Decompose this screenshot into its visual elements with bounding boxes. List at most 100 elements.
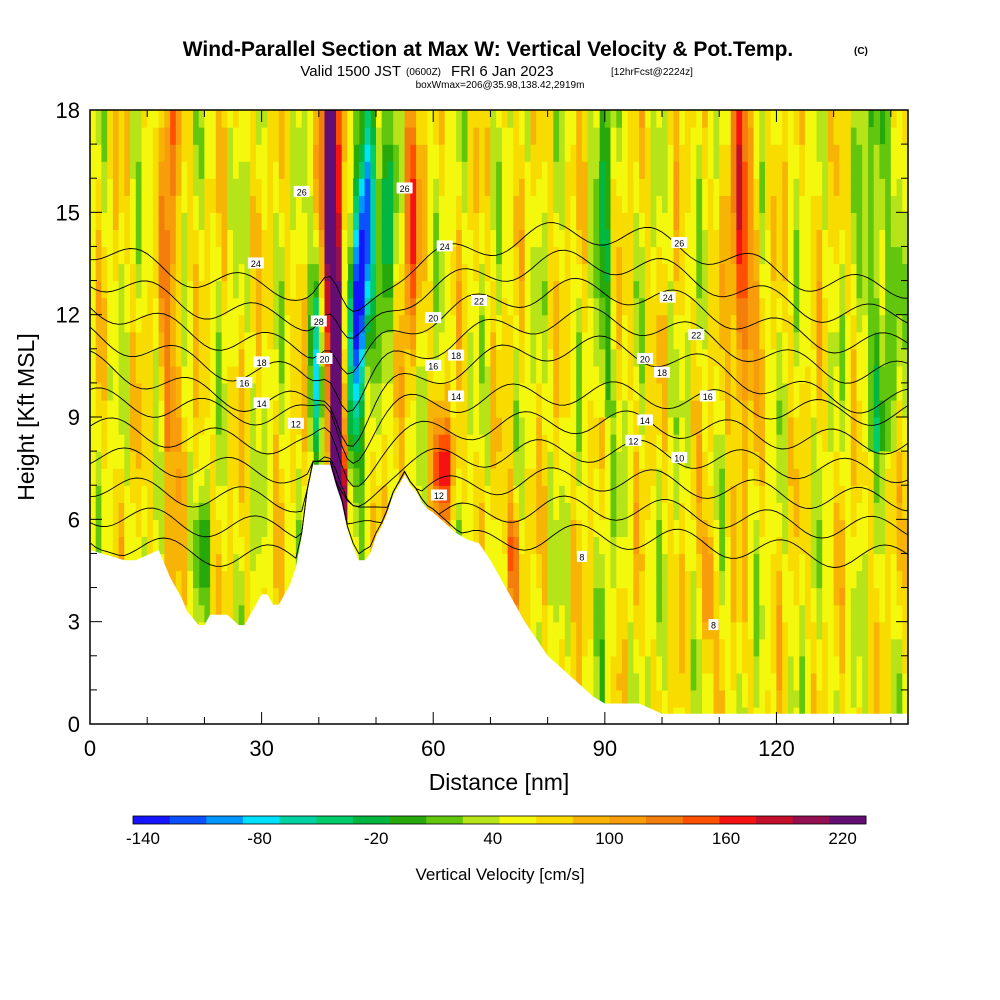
- field-cell: [862, 178, 869, 196]
- field-cell: [456, 212, 463, 230]
- field-cell: [233, 297, 240, 316]
- field-cell: [570, 399, 577, 418]
- field-cell: [570, 587, 577, 606]
- field-cell: [862, 417, 869, 435]
- field-cell: [656, 417, 663, 435]
- field-cell: [267, 110, 274, 128]
- field-cell: [255, 485, 263, 503]
- field-cell: [627, 348, 634, 367]
- field-cell: [530, 536, 537, 555]
- field-cell: [416, 212, 423, 230]
- field-cell: [135, 110, 143, 128]
- field-cell: [204, 485, 211, 503]
- field-cell: [513, 331, 520, 350]
- field-cell: [507, 399, 514, 418]
- field-cell: [570, 229, 577, 248]
- field-cell: [679, 519, 686, 537]
- field-cell: [438, 417, 446, 435]
- field-cell: [593, 604, 600, 623]
- field-cell: [742, 297, 749, 316]
- field-cell: [885, 280, 892, 299]
- field-cell: [324, 365, 331, 384]
- field-cell: [107, 417, 114, 435]
- field-cell: [667, 570, 674, 589]
- field-cell: [147, 246, 154, 265]
- field-cell: [587, 331, 594, 350]
- field-cell: [484, 382, 491, 401]
- field-cell: [850, 365, 858, 384]
- valid-time-utc: (0600Z): [406, 67, 441, 78]
- field-cell: [250, 348, 257, 367]
- field-cell: [255, 399, 263, 418]
- field-cell: [673, 127, 680, 145]
- field-cell: [513, 587, 520, 606]
- field-cell: [255, 229, 263, 248]
- field-cell: [124, 365, 131, 384]
- field-cell: [839, 570, 846, 589]
- field-cell: [644, 417, 652, 435]
- field-cell: [787, 689, 795, 708]
- field-cell: [627, 110, 634, 128]
- field-cell: [570, 127, 577, 145]
- field-cell: [284, 434, 291, 452]
- field-cell: [215, 468, 223, 486]
- field-cell: [564, 655, 572, 674]
- field-cell: [198, 110, 205, 128]
- field-cell: [341, 331, 348, 350]
- field-cell: [730, 553, 737, 572]
- field-cell: [622, 246, 629, 265]
- field-cell: [742, 178, 749, 196]
- field-cell: [856, 536, 863, 555]
- field-cell: [404, 144, 411, 162]
- field-cell: [856, 621, 863, 640]
- field-cell: [513, 144, 520, 162]
- field-cell: [324, 212, 331, 230]
- field-cell: [879, 161, 886, 179]
- field-cell: [707, 195, 715, 213]
- field-cell: [541, 144, 549, 162]
- field-cell: [370, 519, 377, 537]
- field-cell: [267, 263, 274, 282]
- field-cell: [255, 365, 263, 384]
- field-cell: [290, 485, 297, 503]
- field-cell: [559, 502, 566, 520]
- field-cell: [587, 348, 594, 367]
- field-cell: [604, 638, 612, 657]
- field-cell: [484, 127, 491, 145]
- field-cell: [278, 144, 286, 162]
- field-cell: [742, 144, 749, 162]
- field-cell: [662, 348, 669, 367]
- field-cell: [433, 161, 440, 179]
- field-cell: [238, 178, 245, 196]
- field-cell: [221, 382, 228, 401]
- field-cell: [810, 399, 818, 418]
- field-cell: [284, 161, 291, 179]
- field-cell: [193, 434, 200, 452]
- field-cell: [221, 502, 228, 520]
- field-cell: [95, 195, 102, 213]
- field-cell: [461, 434, 469, 452]
- field-cell: [759, 161, 766, 179]
- field-cell: [570, 553, 577, 572]
- field-cell: [479, 110, 486, 128]
- field-cell: [147, 161, 154, 179]
- field-cell: [662, 263, 669, 282]
- field-cell: [725, 280, 732, 299]
- field-cell: [662, 280, 669, 299]
- field-cell: [456, 178, 463, 196]
- field-cell: [679, 280, 686, 299]
- field-cell: [736, 331, 743, 350]
- field-cell: [616, 519, 623, 537]
- field-cell: [95, 263, 102, 282]
- field-cell: [490, 144, 497, 162]
- field-cell: [536, 468, 543, 486]
- field-cell: [616, 195, 623, 213]
- field-cell: [850, 485, 858, 503]
- field-cell: [696, 212, 703, 230]
- field-cell: [776, 434, 783, 452]
- field-cell: [381, 195, 388, 213]
- field-cell: [587, 536, 594, 555]
- field-cell: [204, 331, 211, 350]
- field-cell: [524, 502, 531, 520]
- field-cell: [215, 178, 223, 196]
